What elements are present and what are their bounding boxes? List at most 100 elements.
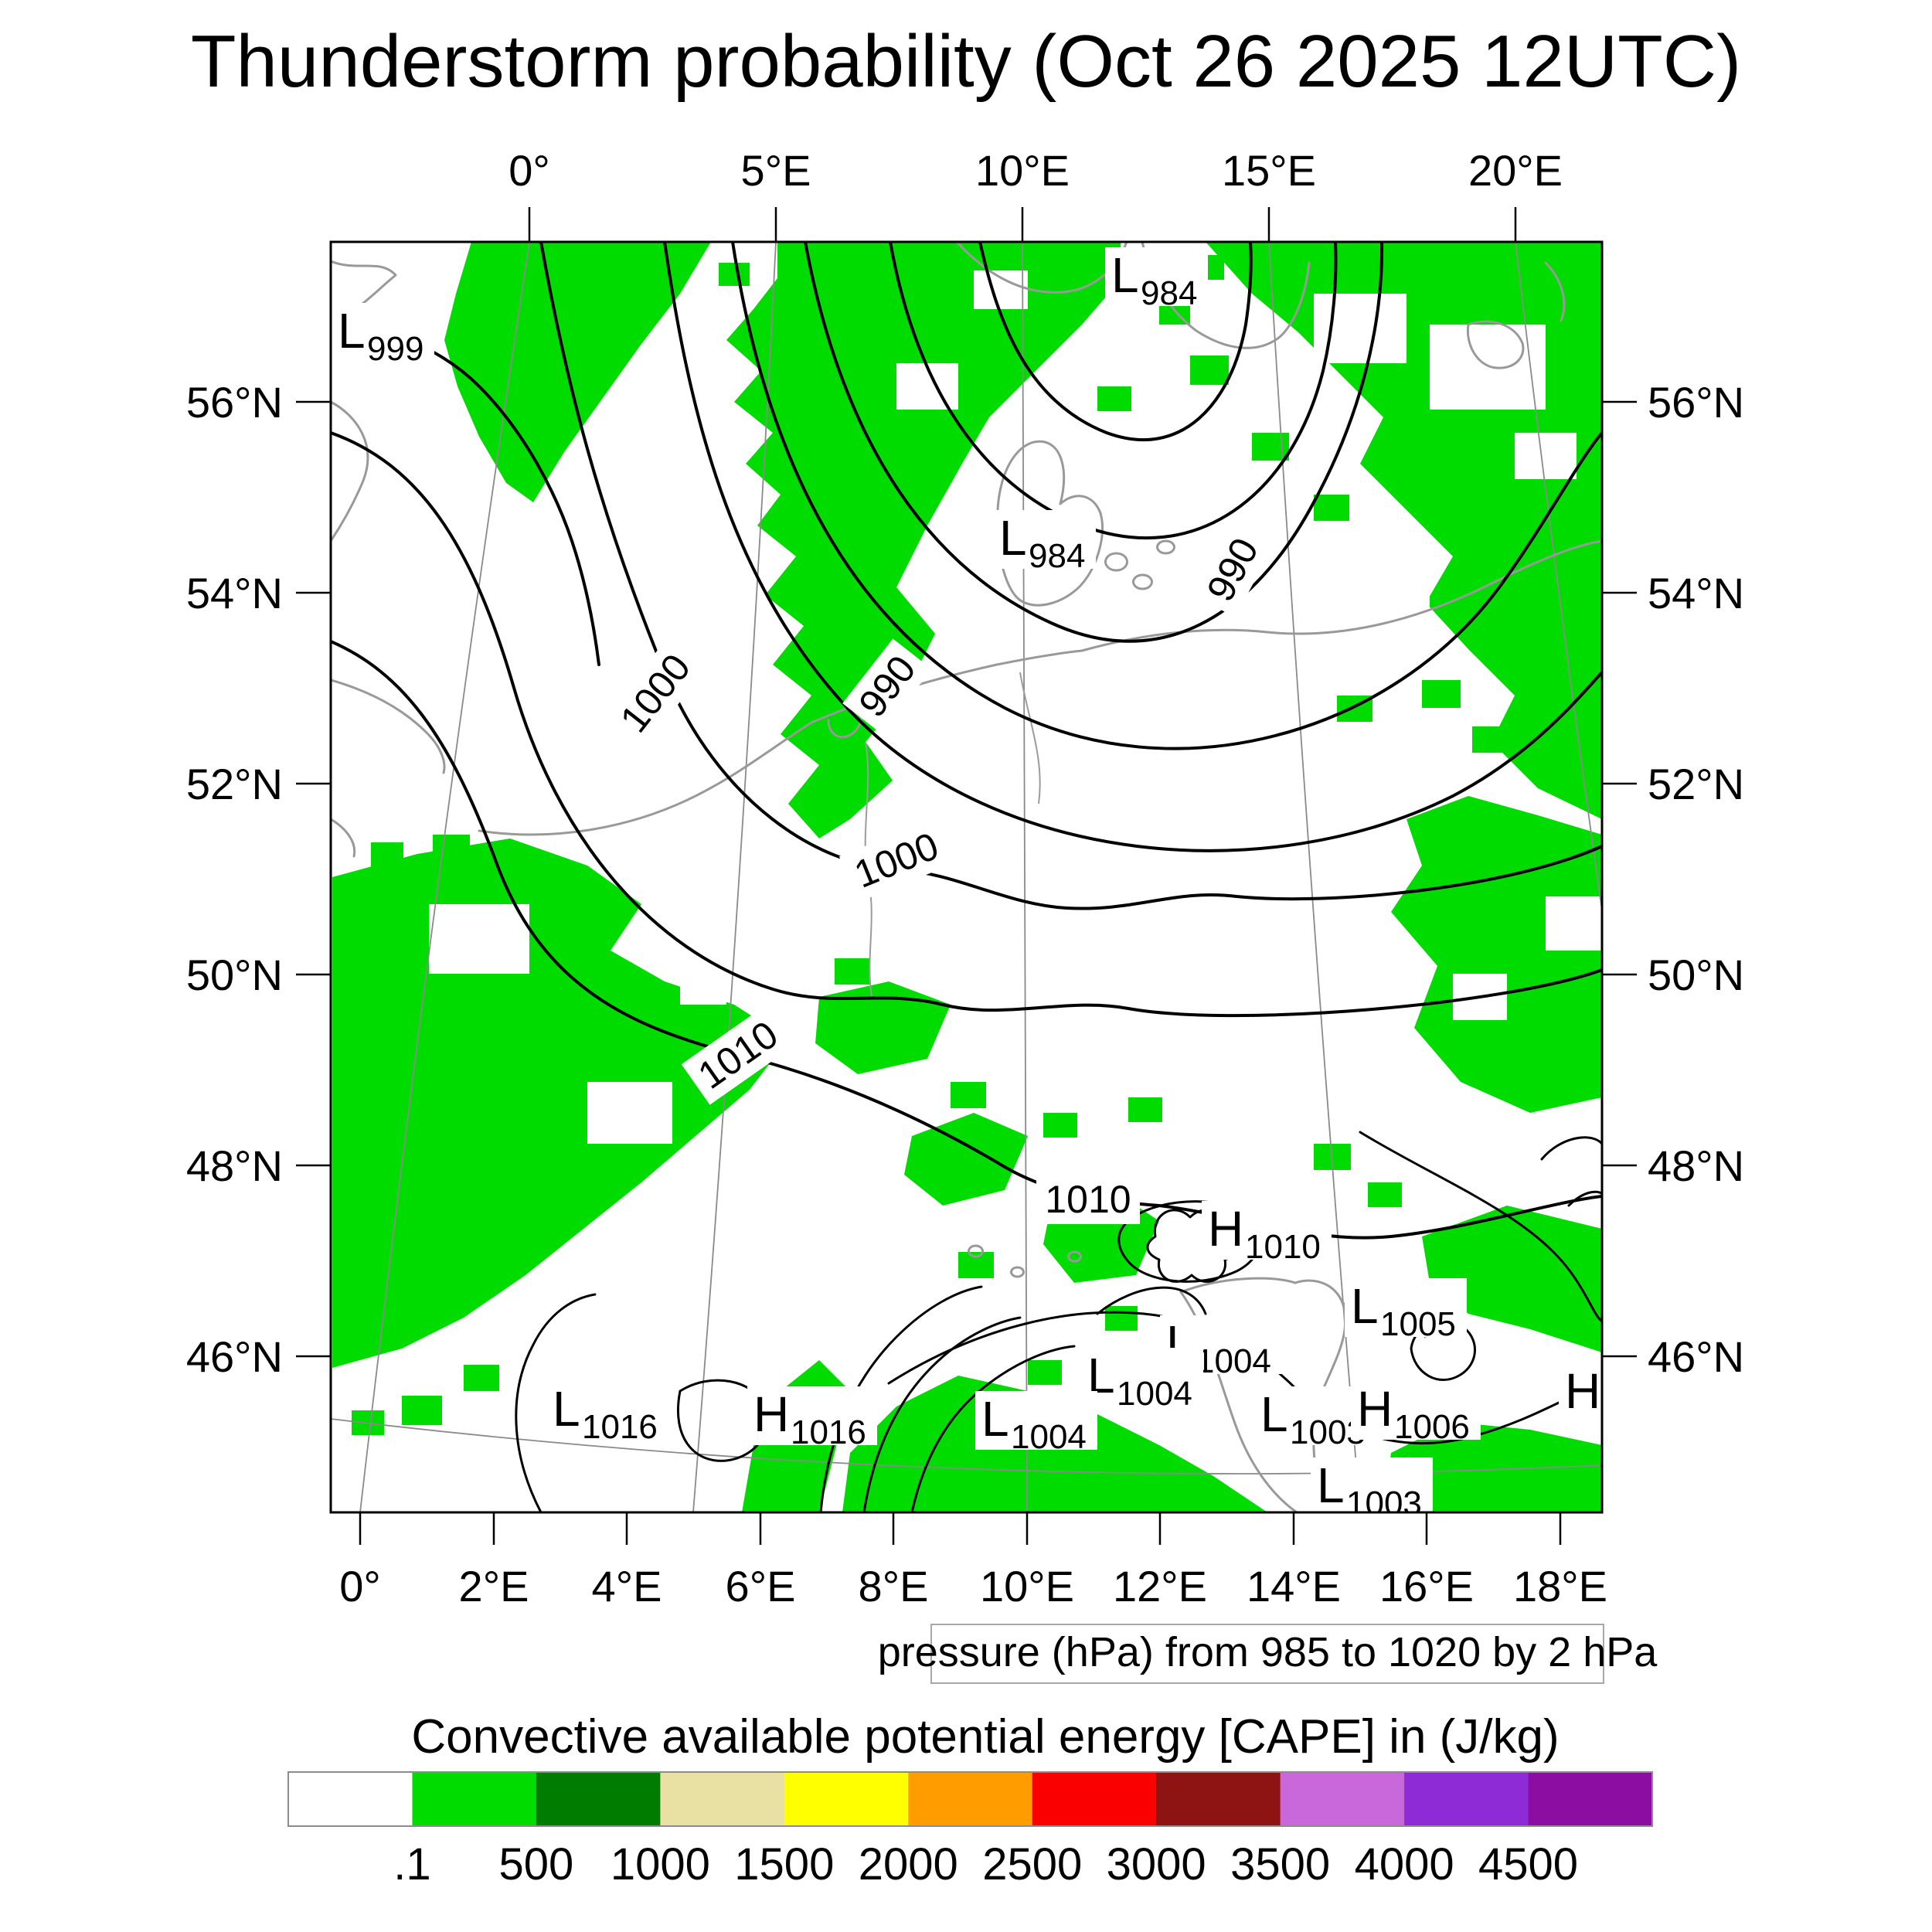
colorbar-label: 1000 (611, 1839, 710, 1889)
right-axis-label: 48°N (1648, 1141, 1744, 1190)
colorbar-title: Convective available potential energy [C… (411, 1710, 1559, 1764)
svg-text:L: L (1351, 1278, 1379, 1334)
left-latitude-axis: 56°N 54°N 52°N 50°N 48°N 46°N (186, 378, 331, 1381)
bottom-axis-label: 14°E (1247, 1562, 1341, 1611)
isobar-layer (331, 242, 1602, 1512)
bottom-axis-label: 10°E (980, 1562, 1074, 1611)
left-axis-label: 54°N (186, 569, 283, 617)
pressure-center-l1004: L 1004 (975, 1391, 1097, 1456)
colorbar-label: 3000 (1107, 1839, 1206, 1889)
right-axis-label: 52°N (1648, 760, 1744, 808)
svg-text:1003: 1003 (1346, 1485, 1422, 1522)
colorbar-segment (908, 1772, 1033, 1826)
colorbar-label: .1 (393, 1839, 430, 1889)
page-title: Thunderstorm probability (Oct 26 2025 12… (191, 20, 1741, 103)
pressure-center-h1016: H 1016 (747, 1386, 877, 1451)
svg-text:1016: 1016 (582, 1408, 658, 1446)
bottom-axis-label: 18°E (1513, 1562, 1607, 1611)
pressure-center-l999: L 999 (332, 303, 434, 368)
colorbar-segment (1404, 1772, 1529, 1826)
svg-text:1004: 1004 (1011, 1418, 1087, 1456)
pressure-center-h1010: H 1010 (1202, 1201, 1332, 1266)
pressure-annotation: pressure (hPa) from 985 to 1020 by 2 hPa (878, 1624, 1658, 1684)
svg-text:10: 10 (1602, 1390, 1640, 1428)
colorbar-label: 3500 (1230, 1839, 1330, 1889)
colorbar-segment (660, 1772, 785, 1826)
left-axis-label: 48°N (186, 1141, 283, 1190)
bottom-axis-label: 12°E (1113, 1562, 1207, 1611)
svg-text:1010: 1010 (1045, 1178, 1131, 1221)
right-axis-label: 50°N (1648, 951, 1744, 999)
isobar-label: 1010 (1036, 1175, 1140, 1224)
left-axis-label: 52°N (186, 760, 283, 808)
svg-text:L: L (1260, 1386, 1288, 1442)
svg-text:999: 999 (367, 330, 423, 368)
left-axis-label: 56°N (186, 378, 283, 427)
pressure-center-l1004: L 1004 (1081, 1348, 1203, 1413)
svg-text:1004: 1004 (1117, 1375, 1192, 1413)
bottom-axis-label: 0° (339, 1562, 381, 1611)
svg-text:984: 984 (1141, 274, 1197, 312)
colorbar-label: 4500 (1478, 1839, 1578, 1889)
right-axis-label: 46°N (1648, 1332, 1744, 1381)
bottom-axis-label: 16°E (1379, 1562, 1474, 1611)
top-axis-label: 15°E (1222, 146, 1316, 195)
left-axis-label: 50°N (186, 951, 283, 999)
map-frame (329, 240, 1604, 1514)
top-axis-label: 20°E (1468, 146, 1563, 195)
top-axis-label: 10°E (975, 146, 1070, 195)
colorbar-segment (1032, 1772, 1157, 1826)
colorbar-segment (1280, 1772, 1405, 1826)
colorbar (287, 1771, 1653, 1827)
colorbar-label: 4000 (1355, 1839, 1454, 1889)
svg-text:L: L (553, 1381, 580, 1437)
colorbar-label: 1500 (734, 1839, 834, 1889)
pressure-center-l1005: L 1005 (1345, 1278, 1467, 1343)
svg-text:984: 984 (1029, 537, 1085, 575)
colorbar-segment (784, 1772, 909, 1826)
colorbar-label: 2000 (859, 1839, 958, 1889)
colorbar-label: 500 (499, 1839, 574, 1889)
colorbar-segment (412, 1772, 537, 1826)
top-longitude-axis: 0° 5°E 10°E 15°E 20°E (509, 146, 1563, 242)
svg-text:H: H (753, 1386, 789, 1442)
pressure-center-h1006: H 1006 (1351, 1381, 1481, 1446)
svg-text:1010: 1010 (1245, 1228, 1321, 1266)
bottom-axis-label: 6°E (726, 1562, 796, 1611)
colorbar-segment (536, 1772, 661, 1826)
pressure-center-l1016: L 1016 (546, 1381, 668, 1446)
isobar-label: 990 (1191, 522, 1274, 617)
colorbar-tick-labels: .1 500 1000 1500 2000 2500 3000 3500 4000 4500 (393, 1839, 1578, 1889)
right-axis-label: 56°N (1648, 378, 1744, 427)
svg-text:L: L (981, 1391, 1009, 1447)
pressure-annotation-text: pressure (hPa) from 985 to 1020 by 2 hPa (878, 1629, 1658, 1675)
pressure-center-l984: L 984 (1105, 247, 1208, 312)
colorbar-segment (1156, 1772, 1281, 1826)
svg-text:L: L (1111, 247, 1139, 303)
svg-text:L: L (1317, 1458, 1345, 1513)
isobar-label: 1000 (838, 818, 954, 903)
pressure-center-l984: L 984 (993, 510, 1096, 575)
right-latitude-axis: 56°N 54°N 52°N 50°N 48°N 46°N (1602, 378, 1744, 1381)
svg-text:1005: 1005 (1380, 1305, 1456, 1343)
top-axis-label: 5°E (741, 146, 811, 195)
colorbar-border (287, 1771, 1653, 1827)
colorbar-segment (288, 1772, 413, 1826)
svg-text:H: H (1357, 1381, 1393, 1437)
svg-text:L: L (999, 510, 1027, 566)
right-axis-label: 54°N (1648, 569, 1744, 617)
svg-text:1006: 1006 (1394, 1408, 1470, 1446)
bottom-axis-label: 2°E (459, 1562, 529, 1611)
isobar-label: 1000 (604, 637, 707, 750)
colorbar-segment (1528, 1772, 1653, 1826)
bottom-axis-label: 4°E (592, 1562, 662, 1611)
colorbar-label: 2500 (982, 1839, 1082, 1889)
top-axis-label: 0° (509, 146, 550, 195)
bottom-axis-label: 8°E (859, 1562, 929, 1611)
svg-text:H: H (1565, 1363, 1600, 1419)
pressure-center-h10: H 10 (1559, 1363, 1640, 1428)
